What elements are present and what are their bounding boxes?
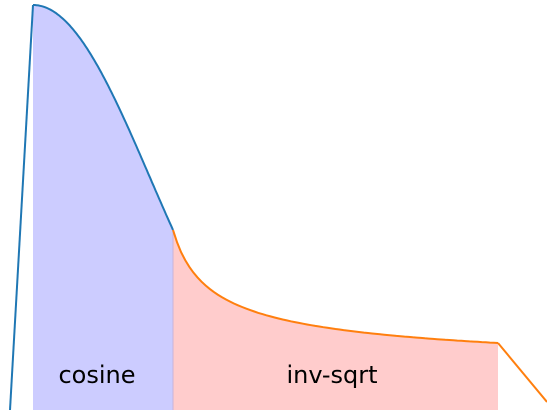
inv-sqrt-label: inv-sqrt [286, 361, 377, 389]
cosine-curve [33, 4, 174, 231]
cooldown-line [497, 342, 547, 403]
inv-sqrt-curve [172, 229, 499, 344]
cosine-label: cosine [58, 361, 135, 389]
inv-sqrt-region [173, 230, 498, 410]
cosine-region [33, 5, 173, 410]
warmup-line [9, 4, 34, 410]
